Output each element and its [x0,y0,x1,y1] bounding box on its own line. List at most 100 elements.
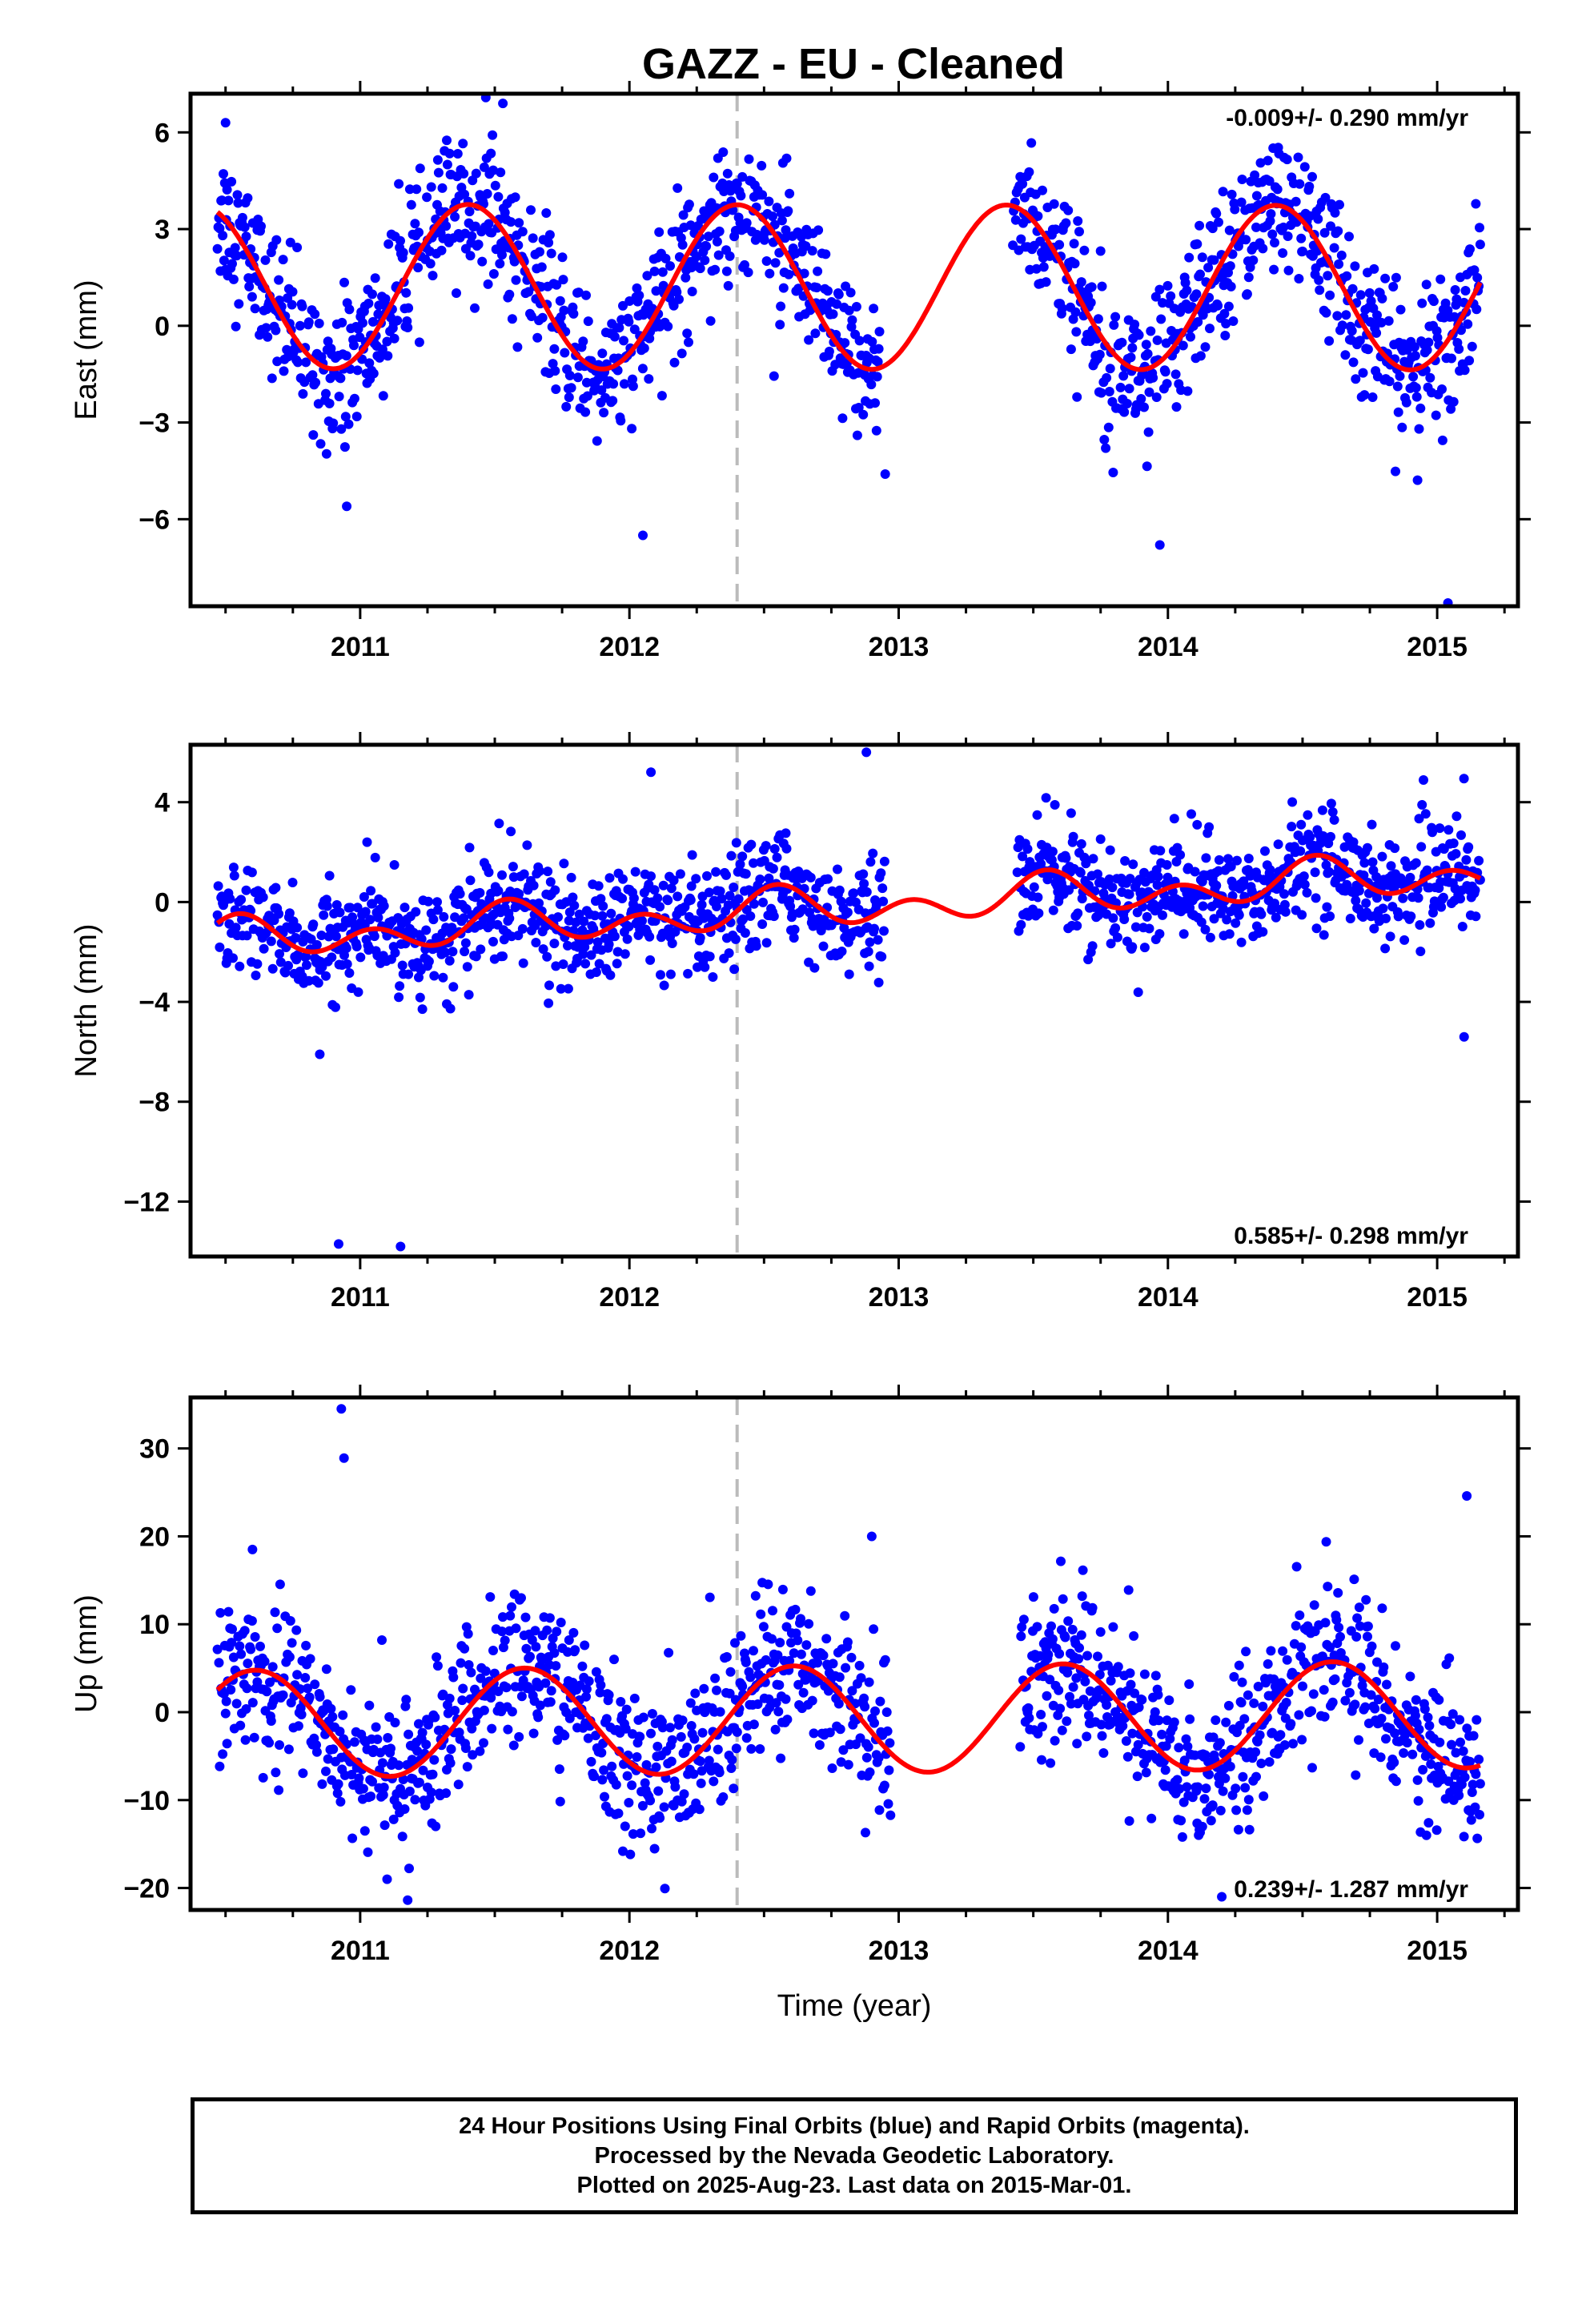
data-point [1093,314,1103,324]
data-point [404,969,414,979]
data-point [630,866,640,877]
data-point [1371,328,1382,338]
data-point [1329,814,1339,825]
data-point [323,336,333,347]
data-point [647,1823,656,1834]
data-point [362,837,372,847]
data-point [243,1659,253,1669]
data-point [712,236,722,247]
data-point [612,959,622,969]
data-point [367,316,378,327]
data-point [1126,352,1136,363]
data-point [1344,231,1354,242]
data-point [791,1628,801,1638]
data-point [1018,179,1028,189]
data-point [695,933,705,943]
data-point [301,951,311,962]
data-point [1467,1787,1477,1797]
data-point [1372,1657,1382,1667]
data-point [321,1664,331,1675]
data-point [582,391,592,401]
data-point [804,1618,814,1629]
data-point [677,239,688,250]
data-point [1412,1775,1423,1785]
data-point [1349,1574,1359,1585]
data-point [1264,1757,1275,1767]
data-point [1218,1786,1228,1796]
data-point [1291,1562,1302,1572]
data-point [1406,911,1416,922]
data-point [321,448,331,459]
data-point [705,951,715,962]
data-point [1104,387,1114,396]
data-point [249,1732,259,1743]
data-point [322,901,332,911]
data-point [1048,905,1058,915]
data-point [347,912,358,923]
data-point [729,883,739,892]
data-point [487,1723,497,1734]
data-point [1236,1698,1247,1708]
data-point [773,1707,784,1717]
data-point [1258,927,1268,937]
data-point [1219,308,1230,319]
data-point [1311,923,1322,934]
data-point-outlier [1459,1031,1469,1042]
data-point [1047,1634,1058,1644]
data-point [272,356,283,367]
data-point [1070,259,1080,269]
data-point [436,245,447,255]
data-point [240,1735,251,1745]
y-axis-label: North (mm) [70,923,103,1077]
data-point [1354,1602,1364,1613]
data-point [1200,342,1211,352]
data-point [231,251,242,261]
data-point [1271,912,1281,923]
data-point [677,348,687,359]
data-point [549,1648,560,1659]
x-tick-label: 2011 [331,1282,390,1313]
data-point [292,243,303,252]
data-point [1278,248,1288,258]
data-point [488,936,498,947]
data-point [721,1652,732,1662]
data-point [326,1703,336,1714]
data-point [1155,846,1166,856]
data-point [388,1814,399,1824]
data-point [379,1783,389,1792]
data-point [721,266,732,276]
data-point [1153,1690,1163,1700]
data-point [1348,357,1359,368]
data-point [241,885,251,895]
data-point [1128,859,1138,870]
data-point [444,1693,455,1703]
data-point [1390,1728,1400,1739]
data-point [775,320,785,330]
data-point [1437,384,1447,394]
data-point [701,241,712,251]
data-point [305,1654,315,1664]
data-point-outlier [1154,540,1165,550]
data-point [404,1786,415,1796]
data-point [1054,239,1065,250]
data-point [725,251,735,261]
data-point [1204,1769,1215,1779]
data-point [1192,239,1203,249]
data-point [1283,231,1293,241]
data-point [1416,842,1427,852]
data-point [343,419,354,429]
data-point [507,1602,516,1612]
data-point [1157,1729,1167,1739]
data-point [736,1630,746,1641]
data-point [444,148,455,159]
data-point [870,398,880,408]
data-point [1319,930,1329,940]
data-point [1449,312,1460,322]
data-point [645,1795,656,1806]
data-point [377,344,387,355]
data-point [1207,223,1218,234]
data-point [323,1754,333,1764]
data-point [432,1661,443,1671]
data-point [1465,1756,1475,1767]
data-point [460,1643,470,1654]
